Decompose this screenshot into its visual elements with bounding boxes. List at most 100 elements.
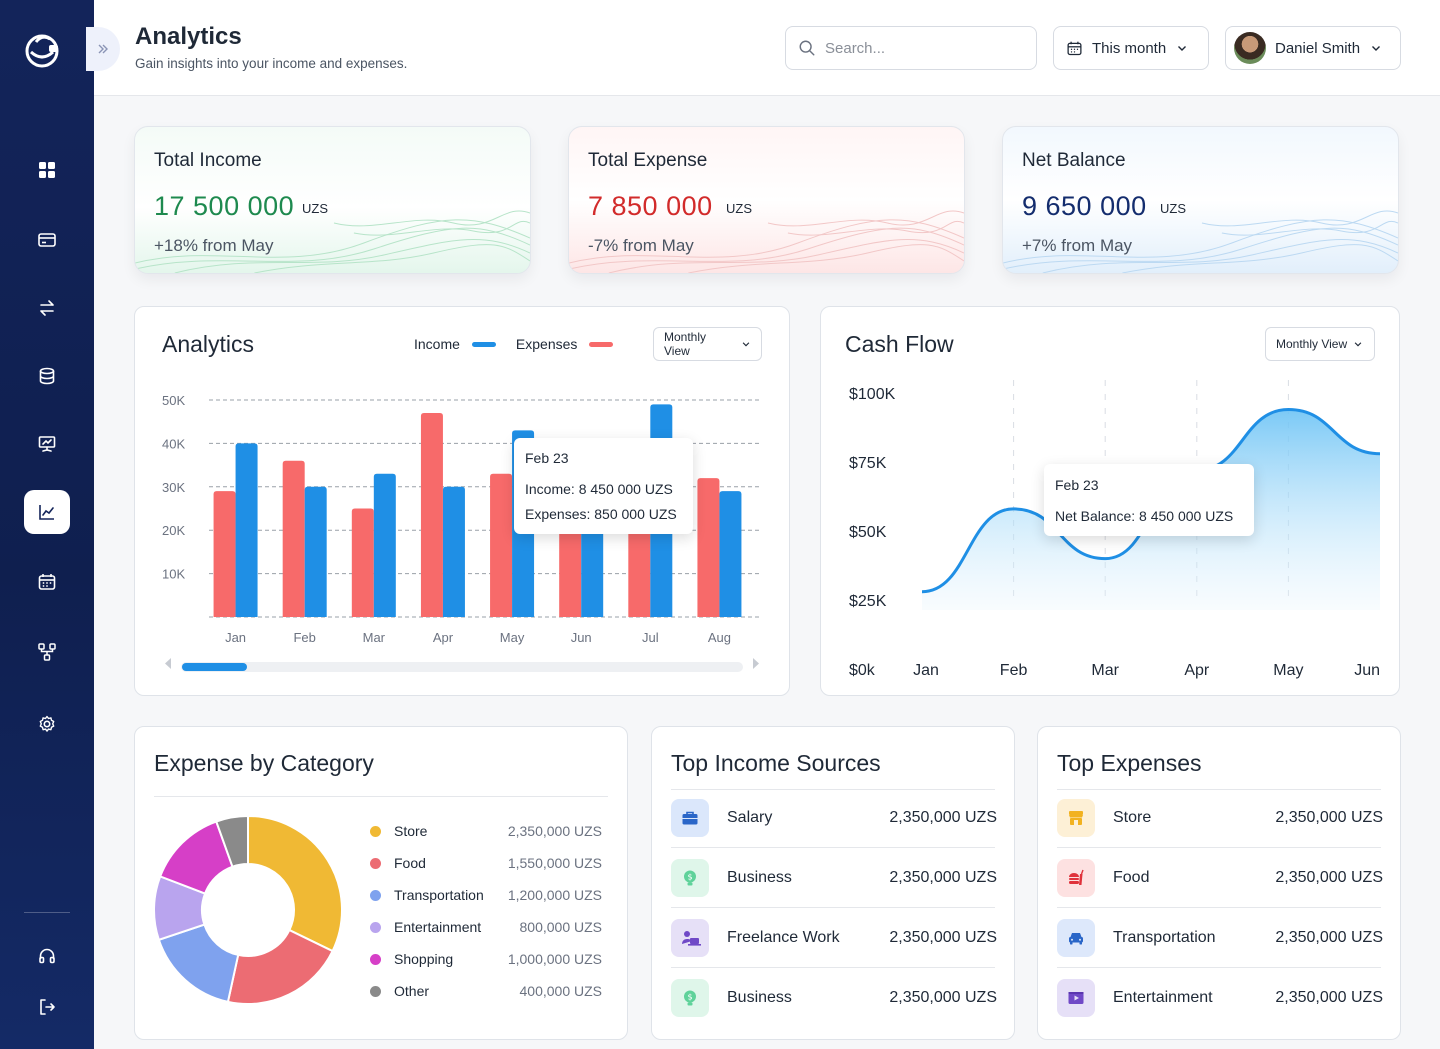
nav-database[interactable] [24,354,70,398]
cashflow-area-chart: $0k $25K $50K $75K $100K Jan Feb Mar Apr May Jun [849,380,1381,679]
category-item: Food 1,550,000 UZS [370,853,602,873]
scroll-left-icon[interactable] [165,658,171,669]
scroll-right-icon[interactable] [753,658,759,669]
stat-title: Total Income [154,150,262,171]
total-income-card: Total Income 17 500 000 UZS +18% from Ma… [134,126,531,274]
stat-unit: UZS [726,201,752,216]
nav-cards[interactable] [24,218,70,262]
dashboard-icon [39,162,55,178]
scrollbar-thumb[interactable] [182,663,247,671]
expense-row[interactable]: Food 2,350,000 UZS [1057,848,1383,908]
transfer-icon [40,300,54,316]
nav-support[interactable] [24,934,70,978]
x-tick-label: Feb [293,630,315,645]
app-logo-icon[interactable] [22,28,64,70]
x-tick-label: Jul [642,630,659,645]
stat-value: 17 500 000 [154,191,295,221]
donut-slice-food[interactable] [226,928,334,1005]
cashflow-view-select[interactable]: Monthly View [1265,327,1375,361]
freelancer-icon [671,919,709,957]
expense-row[interactable]: Transportation 2,350,000 UZS [1057,908,1383,968]
income-source-amount: 2,350,000 UZS [889,809,997,826]
expenses-bar[interactable] [697,478,720,617]
nav-analytics[interactable] [24,490,70,534]
x-tick-label: Apr [433,630,454,645]
row-divider [1057,907,1381,908]
chevron-down-icon [1372,46,1381,51]
category-amount: 1,000,000 UZS [507,951,602,967]
top-expenses-panel [1037,726,1401,1040]
legend-income-swatch [471,341,496,347]
expenses-bar[interactable] [559,521,582,617]
category-name: Other [394,983,430,999]
category-name: Store [394,823,428,839]
nav-dashboard[interactable] [24,148,70,192]
income-bar[interactable] [235,443,258,617]
view-select-label: Monthly View [1276,337,1348,351]
income-bar[interactable] [304,486,327,617]
analytics-view-select[interactable]: Monthly View [653,327,762,361]
search-box[interactable] [785,26,1037,70]
nav-logout[interactable] [24,985,70,1029]
page-subtitle: Gain insights into your income and expen… [135,56,408,71]
y-tick-label: $0k [849,662,876,679]
total-expense-card: Total Expense 7 850 000 UZS -7% from May [568,126,965,274]
date-range-select[interactable]: This month [1053,26,1209,70]
movie-icon [1057,979,1095,1017]
expenses-bar[interactable] [420,413,443,617]
income-source-row[interactable]: Salary 2,350,000 UZS [671,788,997,848]
row-divider [1057,967,1381,968]
y-tick-label: $25K [849,593,887,610]
money-bulb-icon: $ [671,979,709,1017]
stat-unit: UZS [1160,201,1186,216]
x-tick-label: Mar [1091,662,1119,679]
expense-row[interactable]: Store 2,350,000 UZS [1057,788,1383,848]
income-source-row[interactable]: $ Business 2,350,000 UZS [671,848,997,908]
income-bar[interactable] [373,473,396,617]
wave-pattern [569,210,964,273]
logout-icon [40,999,55,1015]
category-amount: 400,000 UZS [519,983,603,999]
top-header: Analytics Gain insights into your income… [94,0,1440,96]
nav-reports[interactable] [24,422,70,466]
income-bar[interactable] [442,486,465,617]
expenses-bar[interactable] [490,473,513,617]
income-source-row[interactable]: $ Business 2,350,000 UZS [671,968,997,1028]
svg-text:$: $ [687,993,692,1002]
nav-flows[interactable] [24,630,70,674]
sidebar-toggle-button[interactable] [86,27,120,71]
y-tick-label: $75K [849,455,887,472]
search-input[interactable] [825,39,1015,57]
row-divider [1057,847,1381,848]
money-bulb-icon: $ [671,859,709,897]
nav-transfers[interactable] [24,286,70,330]
stat-change: -7% from May [588,236,694,255]
x-tick-label: Mar [363,630,386,645]
income-bar[interactable] [719,491,742,617]
nav-settings[interactable] [24,702,70,746]
x-tick-label: Jun [1354,662,1380,679]
expenses-bar[interactable] [351,508,374,618]
donut-slice-other[interactable] [214,814,249,868]
category-color-dot [370,857,381,869]
sidebar-divider [24,912,70,913]
income-source-row[interactable]: Freelance Work 2,350,000 UZS [671,908,997,968]
expenses-bar[interactable] [213,491,236,617]
stat-unit: UZS [302,201,328,216]
nav-calendar[interactable] [24,560,70,604]
wave-pattern [1003,210,1398,273]
user-menu[interactable]: Daniel Smith [1225,26,1401,70]
donut-slice-store[interactable] [247,814,343,953]
category-name: Transportation [394,887,484,903]
scrollbar-track[interactable] [181,662,743,672]
avatar [1234,32,1266,64]
food-icon [1057,859,1095,897]
y-tick-label: 30K [162,480,185,495]
category-name: Food [394,855,426,871]
page-title: Analytics [135,23,242,50]
expense-row[interactable]: Entertainment 2,350,000 UZS [1057,968,1383,1028]
category-name: Entertainment [394,919,482,935]
analytics-title: Analytics [162,331,255,357]
expenses-bar[interactable] [282,460,305,617]
expense-amount: 2,350,000 UZS [1275,809,1383,826]
